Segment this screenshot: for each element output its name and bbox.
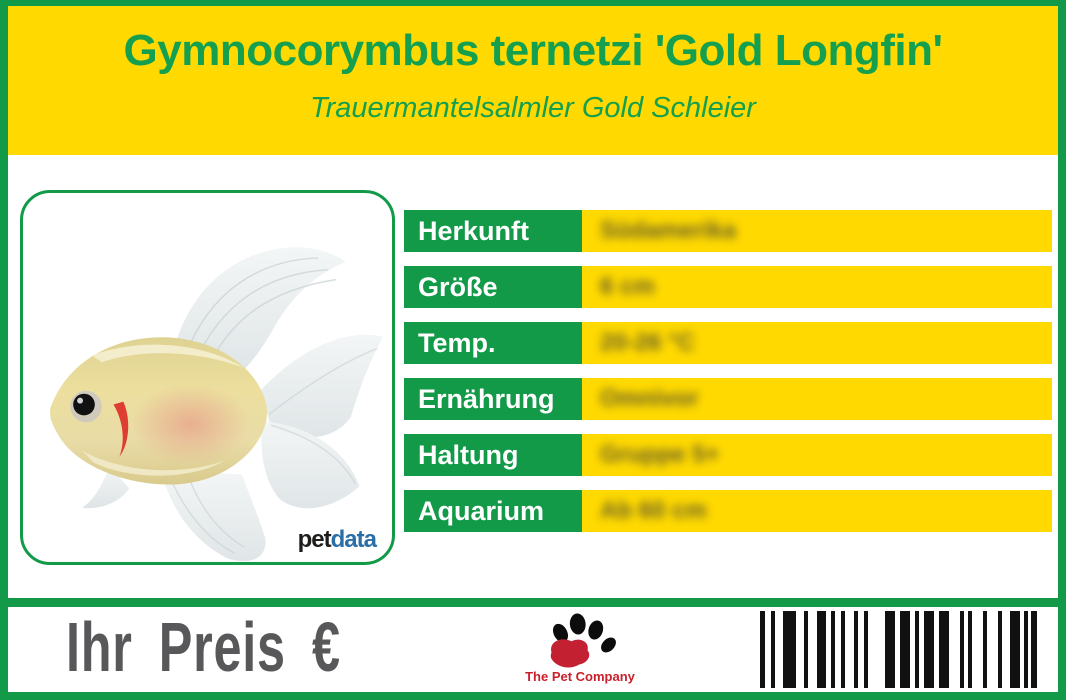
spec-row: Temp. 20-26 °C — [404, 322, 1052, 364]
petdata-logo: petdata — [297, 526, 377, 554]
spec-value: Ab 60 cm — [582, 490, 1052, 532]
barcode-bar — [1031, 611, 1037, 688]
spec-label: Ernährung — [404, 378, 582, 420]
spec-table: Herkunft Südamerika Größe 6 cm Temp. 20-26 °C… — [404, 210, 1052, 546]
spec-row: Aquarium Ab 60 cm — [404, 490, 1052, 532]
barcode-bar — [854, 611, 858, 688]
spec-label: Aquarium — [404, 490, 582, 532]
price-label: Ihr Preis € — [66, 608, 341, 686]
barcode-bar — [968, 611, 972, 688]
paw-icon — [550, 613, 616, 668]
spec-value: Gruppe 5+ — [582, 434, 1052, 476]
barcode-bar — [760, 611, 765, 688]
spec-value: Südamerika — [582, 210, 1052, 252]
spec-value: Omnivor — [582, 378, 1052, 420]
pet-company-logo: The Pet Company — [520, 609, 640, 689]
header: Gymnocorymbus ternetzi 'Gold Longfin' Tr… — [8, 6, 1058, 155]
barcode-gap — [775, 611, 783, 688]
barcode-bar — [939, 611, 949, 688]
barcode-bar — [771, 611, 775, 688]
spec-label: Herkunft — [404, 210, 582, 252]
barcode-gap — [972, 611, 983, 688]
barcode-gap — [1002, 611, 1010, 688]
barcode-bar — [841, 611, 845, 688]
barcode-bar — [960, 611, 964, 688]
barcode-bar — [915, 611, 919, 688]
barcode-bar — [783, 611, 796, 688]
barcode-bar — [831, 611, 835, 688]
barcode — [760, 611, 1037, 688]
barcode-bar — [983, 611, 987, 688]
footer: Ihr Preis € The Pet Company — [8, 607, 1058, 692]
barcode-gap — [987, 611, 998, 688]
barcode-gap — [808, 611, 817, 688]
barcode-bar — [804, 611, 808, 688]
barcode-bar — [885, 611, 895, 688]
petdata-logo-pet: pet — [297, 526, 332, 553]
company-name: The Pet Company — [525, 669, 635, 684]
species-title: Gymnocorymbus ternetzi 'Gold Longfin' — [123, 26, 943, 75]
spec-value: 6 cm — [582, 266, 1052, 308]
fish-image — [50, 247, 384, 562]
barcode-bar — [1010, 611, 1020, 688]
barcode-bar — [924, 611, 934, 688]
barcode-gap — [868, 611, 885, 688]
spec-row: Ernährung Omnivor — [404, 378, 1052, 420]
barcode-gap — [796, 611, 804, 688]
spec-label: Größe — [404, 266, 582, 308]
barcode-gap — [845, 611, 854, 688]
spec-label: Temp. — [404, 322, 582, 364]
barcode-bar — [817, 611, 826, 688]
barcode-bar — [864, 611, 868, 688]
barcode-bar — [998, 611, 1002, 688]
barcode-gap — [949, 611, 960, 688]
spec-row: Haltung Gruppe 5+ — [404, 434, 1052, 476]
species-subtitle: Trauermantelsalmler Gold Schleier — [310, 92, 756, 124]
spec-row: Größe 6 cm — [404, 266, 1052, 308]
spec-label: Haltung — [404, 434, 582, 476]
fish-photo-box: petdata — [20, 190, 395, 565]
spec-row: Herkunft Südamerika — [404, 210, 1052, 252]
barcode-bar — [900, 611, 910, 688]
barcode-bar — [1024, 611, 1028, 688]
main-panel: petdata Herkunft Südamerika Größe 6 cm Temp.… — [8, 155, 1058, 598]
petdata-logo-data: data — [330, 526, 377, 553]
spec-value: 20-26 °C — [582, 322, 1052, 364]
